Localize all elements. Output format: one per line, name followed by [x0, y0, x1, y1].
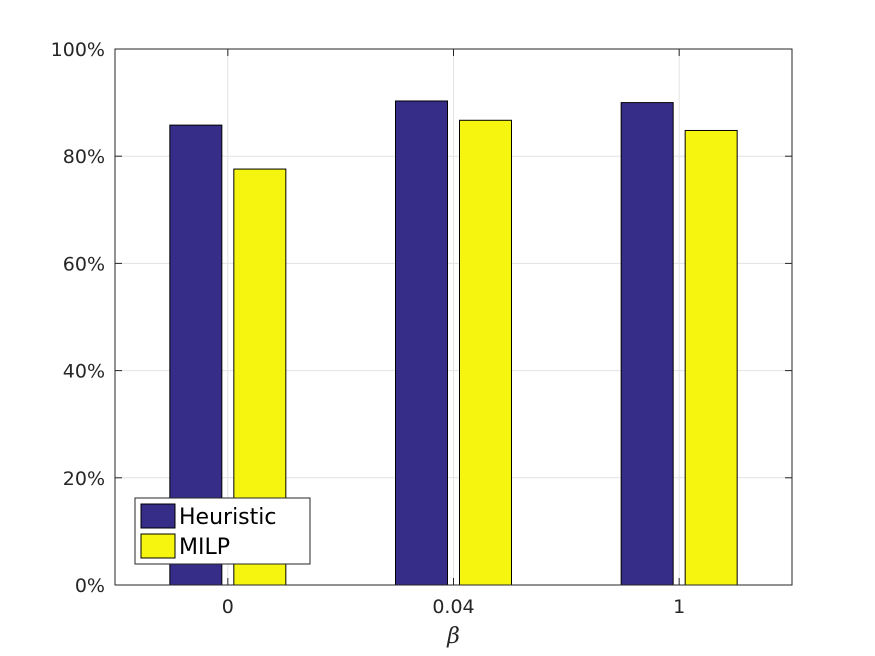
- bar-milp-1: [684, 129, 738, 586]
- y-tick-label: 40%: [63, 361, 105, 383]
- legend-swatch-heuristic: [140, 503, 176, 529]
- y-tick-label: 0%: [75, 575, 105, 597]
- legend-label-milp: MILP: [179, 535, 230, 560]
- legend-swatch-milp: [140, 533, 176, 559]
- x-tick-label: 0: [222, 596, 234, 618]
- x-tick-label: 1: [673, 596, 685, 618]
- y-tick-label: 80%: [63, 146, 105, 168]
- bar-heuristic-0.04: [395, 100, 448, 586]
- x-axis-label: β: [446, 624, 460, 649]
- bar-milp-0.04: [459, 119, 512, 586]
- x-tick-label: 0.04: [432, 596, 474, 618]
- y-tick-label: 100%: [51, 39, 105, 61]
- legend: Heuristic MILP: [134, 497, 311, 565]
- y-tick-labels: 0% 20% 40% 60% 80% 100%: [51, 39, 105, 597]
- tick-marks: [115, 48, 792, 586]
- y-tick-label: 60%: [63, 253, 105, 275]
- x-tick-labels: 0 0.04 1: [222, 596, 685, 618]
- y-tick-label: 20%: [63, 468, 105, 490]
- bar-heuristic-1: [620, 102, 674, 586]
- legend-label-heuristic: Heuristic: [179, 505, 276, 530]
